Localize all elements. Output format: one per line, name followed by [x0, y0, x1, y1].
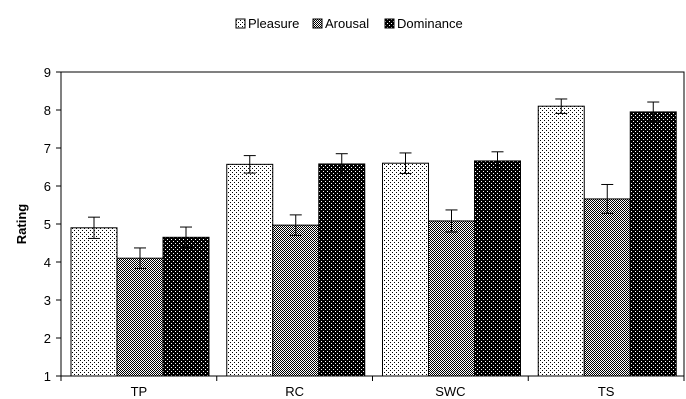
- x-tick-label-ts: TS: [598, 384, 615, 399]
- x-tick-label-tp: TP: [131, 384, 148, 399]
- bar-dominance-swc: [474, 160, 521, 377]
- plot-area: 1 2 3 4 5 6 7 8 9 TP RC SWC TS: [44, 65, 685, 399]
- legend-label-arousal: Arousal: [325, 16, 369, 31]
- legend-swatch-arousal: [312, 18, 323, 29]
- bar-arousal-ts: [583, 198, 631, 377]
- y-tick-label-7: 7: [44, 141, 51, 156]
- bar-arousal-swc: [428, 220, 475, 377]
- bar-arousal-tp: [116, 257, 164, 377]
- bar-arousal-rc: [272, 224, 320, 377]
- bar-pleasure-tp: [70, 227, 118, 377]
- bar-pleasure-swc: [382, 162, 429, 377]
- bar-dominance-rc: [318, 163, 366, 377]
- legend-item-dominance: Dominance: [384, 16, 463, 31]
- legend-label-pleasure: Pleasure: [248, 16, 299, 31]
- legend-swatch-pleasure: [235, 18, 246, 29]
- legend-swatch-dominance: [384, 18, 395, 29]
- y-tick-label-4: 4: [44, 255, 51, 270]
- y-tick-label-3: 3: [44, 293, 51, 308]
- y-tick-label-5: 5: [44, 217, 51, 232]
- legend: Pleasure Arousal Dominance: [235, 16, 463, 31]
- bar-dominance-tp: [162, 236, 210, 377]
- y-tick-label-6: 6: [44, 179, 51, 194]
- bar-pleasure-ts: [537, 105, 585, 377]
- legend-item-arousal: Arousal: [312, 16, 369, 31]
- legend-label-dominance: Dominance: [397, 16, 463, 31]
- y-tick-label-2: 2: [44, 331, 51, 346]
- x-tick-label-rc: RC: [285, 384, 304, 399]
- y-tick-label-1: 1: [44, 369, 51, 384]
- x-tick-label-swc: SWC: [435, 384, 465, 399]
- y-axis-title: Rating: [14, 204, 29, 245]
- y-tick-label-9: 9: [44, 65, 51, 80]
- bar-dominance-ts: [629, 111, 677, 377]
- bar-pleasure-rc: [226, 163, 274, 377]
- legend-item-pleasure: Pleasure: [235, 16, 299, 31]
- y-tick-label-8: 8: [44, 103, 51, 118]
